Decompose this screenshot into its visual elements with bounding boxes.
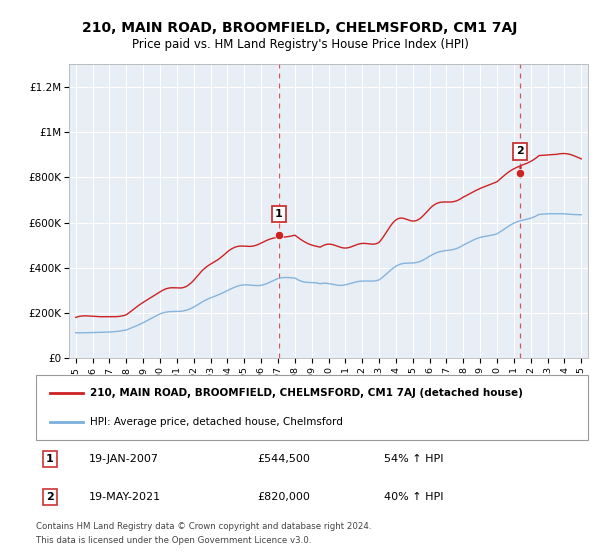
FancyBboxPatch shape [36, 375, 588, 440]
Text: 40% ↑ HPI: 40% ↑ HPI [384, 492, 443, 502]
Text: 19-MAY-2021: 19-MAY-2021 [88, 492, 161, 502]
Text: £820,000: £820,000 [257, 492, 310, 502]
Text: Contains HM Land Registry data © Crown copyright and database right 2024.: Contains HM Land Registry data © Crown c… [36, 522, 371, 531]
Text: This data is licensed under the Open Government Licence v3.0.: This data is licensed under the Open Gov… [36, 536, 311, 545]
Text: 1: 1 [275, 209, 283, 219]
Text: 210, MAIN ROAD, BROOMFIELD, CHELMSFORD, CM1 7AJ (detached house): 210, MAIN ROAD, BROOMFIELD, CHELMSFORD, … [90, 388, 523, 398]
Text: £544,500: £544,500 [257, 454, 310, 464]
Text: HPI: Average price, detached house, Chelmsford: HPI: Average price, detached house, Chel… [90, 417, 343, 427]
Text: 210, MAIN ROAD, BROOMFIELD, CHELMSFORD, CM1 7AJ: 210, MAIN ROAD, BROOMFIELD, CHELMSFORD, … [82, 21, 518, 35]
Text: 2: 2 [517, 147, 524, 156]
Text: 1: 1 [46, 454, 53, 464]
Text: 19-JAN-2007: 19-JAN-2007 [88, 454, 158, 464]
Text: 54% ↑ HPI: 54% ↑ HPI [384, 454, 443, 464]
Text: Price paid vs. HM Land Registry's House Price Index (HPI): Price paid vs. HM Land Registry's House … [131, 38, 469, 50]
Text: 2: 2 [46, 492, 53, 502]
